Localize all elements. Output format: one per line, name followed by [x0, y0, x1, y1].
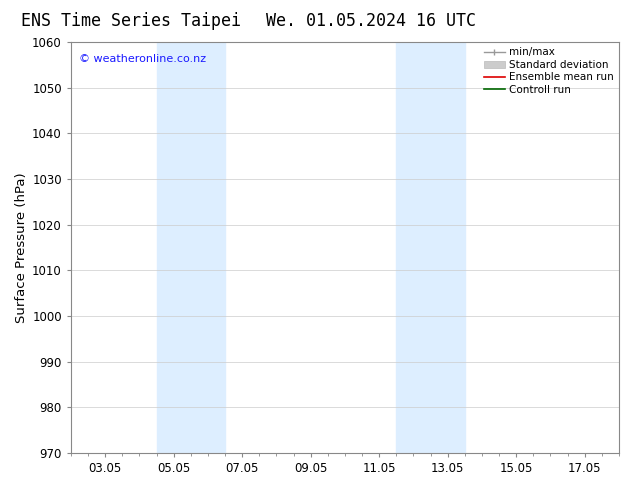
Legend: min/max, Standard deviation, Ensemble mean run, Controll run: min/max, Standard deviation, Ensemble me… [482, 45, 616, 97]
Text: © weatheronline.co.nz: © weatheronline.co.nz [79, 54, 206, 64]
Text: We. 01.05.2024 16 UTC: We. 01.05.2024 16 UTC [266, 12, 476, 30]
Y-axis label: Surface Pressure (hPa): Surface Pressure (hPa) [15, 172, 28, 323]
Bar [157, 42, 225, 453]
Text: ENS Time Series Taipei: ENS Time Series Taipei [21, 12, 241, 30]
Bar [396, 42, 465, 453]
